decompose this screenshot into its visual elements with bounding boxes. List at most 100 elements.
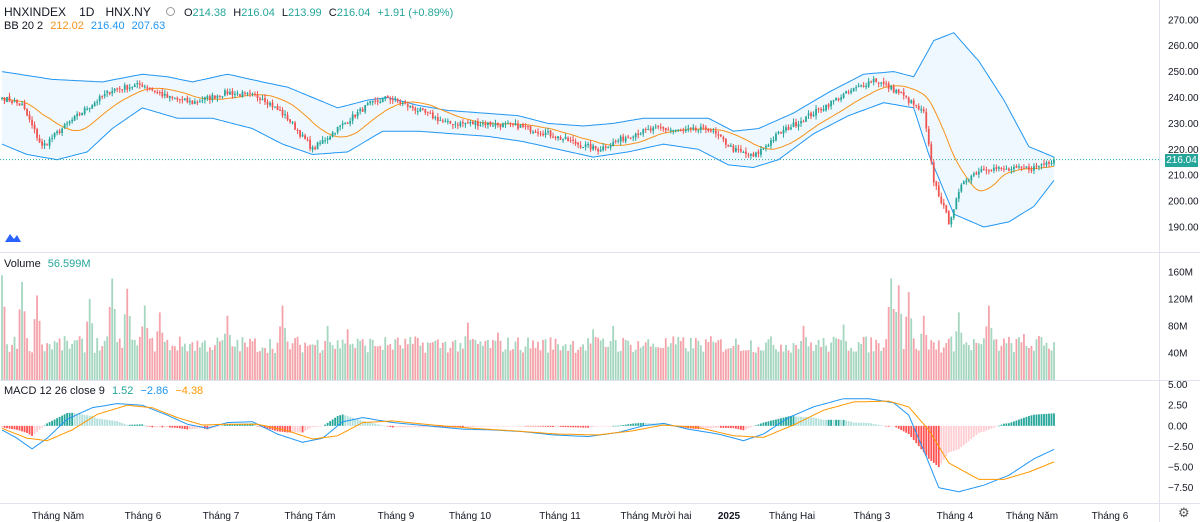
volume-bar xyxy=(925,335,928,380)
volume-bar xyxy=(857,342,860,380)
macd-histogram-bar xyxy=(461,425,464,428)
candle-body xyxy=(912,100,915,105)
volume-bar xyxy=(514,341,517,380)
macd-histogram-bar xyxy=(840,419,842,426)
macd-histogram-bar xyxy=(186,425,189,430)
candle-body xyxy=(214,95,216,99)
symbol-name[interactable]: HNXINDEX xyxy=(4,5,67,19)
gear-icon[interactable]: ⚙ xyxy=(1178,505,1190,520)
candle-body xyxy=(1020,166,1023,168)
candle-body xyxy=(990,169,993,171)
macd-histogram-bar xyxy=(975,425,978,435)
macd-histogram-bar xyxy=(91,416,94,426)
volume-bar xyxy=(687,351,690,380)
volume-bar xyxy=(1045,342,1048,380)
volume-bar xyxy=(53,341,56,380)
macd-histogram-bar xyxy=(509,425,512,427)
macd-histogram-bar xyxy=(912,425,915,441)
macd-histogram-bar xyxy=(3,425,6,428)
volume-bar xyxy=(394,339,397,380)
macd-histogram-bar xyxy=(391,425,394,428)
macd-histogram-bar xyxy=(532,425,534,427)
open-value: 214.38 xyxy=(192,7,227,19)
candle-body xyxy=(955,198,958,210)
volume-bar xyxy=(667,346,670,380)
macd-histogram-bar xyxy=(634,423,637,426)
macd-histogram-bar xyxy=(609,425,612,427)
macd-histogram-bar xyxy=(579,425,582,428)
volume-bar xyxy=(912,338,915,380)
volume-bar xyxy=(654,347,657,380)
candle-body xyxy=(38,138,41,143)
candle-body xyxy=(26,109,28,116)
macd-histogram-bar xyxy=(161,425,164,428)
macd-histogram-bar xyxy=(1013,421,1015,426)
volume-bar xyxy=(1025,345,1028,380)
low-value: 213.99 xyxy=(288,7,322,19)
macd-histogram-bar xyxy=(376,424,379,426)
macd-histogram-bar xyxy=(1048,413,1050,426)
bb-legend[interactable]: BB 20 2 212.02 216.40 207.63 xyxy=(4,20,169,32)
candle-body xyxy=(617,140,620,142)
macd-histogram-bar xyxy=(962,425,965,446)
candle-body xyxy=(840,97,842,100)
volume-bar xyxy=(970,350,973,380)
volume-bar xyxy=(141,326,144,380)
macd-histogram-bar xyxy=(577,425,579,428)
symbol-header: HNXINDEX 1D HNX.NY O214.38 H216.04 L213.… xyxy=(4,5,457,19)
candle-body xyxy=(259,98,261,100)
macd-histogram-bar xyxy=(254,424,256,426)
volume-bar xyxy=(780,344,782,380)
macd-histogram-bar xyxy=(724,425,727,428)
volume-bar xyxy=(499,340,502,380)
candle-body xyxy=(1035,165,1038,167)
macd-histogram-bar xyxy=(394,425,397,428)
candle-body xyxy=(171,96,174,98)
candle-body xyxy=(562,139,564,141)
price-tick-label: 260.00 xyxy=(1168,41,1199,52)
candle-body xyxy=(992,167,995,171)
macd-histogram-bar xyxy=(366,422,369,426)
candle-body xyxy=(712,130,715,132)
volume-bar xyxy=(214,345,216,380)
candle-body xyxy=(1048,161,1050,164)
volume-bar xyxy=(775,349,777,380)
candle-body xyxy=(226,91,229,94)
volume-bar xyxy=(274,352,276,380)
exchange[interactable]: HNX.NY xyxy=(105,5,151,19)
volume-legend[interactable]: Volume 56.599M xyxy=(4,258,95,270)
volume-bar xyxy=(21,281,23,380)
time-tick-label: Tháng 4 xyxy=(937,511,974,522)
candle-body xyxy=(805,116,807,122)
macd-histogram-bar xyxy=(359,420,362,426)
volume-bar xyxy=(1000,345,1003,380)
macd-histogram-bar xyxy=(151,425,154,428)
candle-body xyxy=(917,105,920,110)
candle-body xyxy=(752,153,755,157)
volume-bar xyxy=(955,331,958,380)
tradingview-logo-icon[interactable] xyxy=(4,230,22,244)
interval[interactable]: 1D xyxy=(79,5,95,19)
macd-histogram-bar xyxy=(344,415,347,426)
candle-body xyxy=(399,101,402,104)
macd-histogram-bar xyxy=(191,425,194,430)
macd-histogram-bar xyxy=(224,424,226,426)
macd-histogram-bar xyxy=(173,425,176,428)
volume-bar xyxy=(309,344,311,380)
volume-bar xyxy=(752,352,755,380)
volume-bar xyxy=(346,329,349,380)
volume-bar xyxy=(409,336,412,380)
macd-legend[interactable]: MACD 12 26 close 9 1.52 −2.86 −4.38 xyxy=(4,385,207,397)
candle-body xyxy=(1010,169,1013,171)
volume-bar xyxy=(281,305,284,380)
macd-histogram-bar xyxy=(1035,414,1038,426)
candle-body xyxy=(557,136,559,139)
macd-histogram-bar xyxy=(935,425,938,465)
candle-body xyxy=(574,141,577,144)
candle-body xyxy=(434,117,437,119)
volume-bar xyxy=(559,350,562,380)
volume-bar xyxy=(326,325,329,380)
macd-histogram-bar xyxy=(747,425,750,429)
